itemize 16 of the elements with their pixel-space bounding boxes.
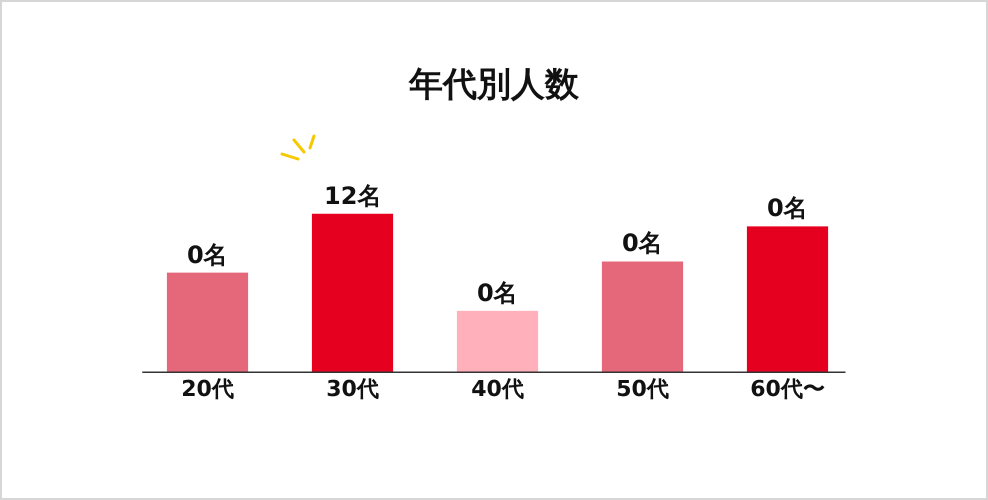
annotation: 0名	[767, 194, 808, 222]
x-tick-label: 40代	[471, 377, 524, 402]
bar	[312, 214, 394, 373]
x-tick-label: 60代〜	[750, 377, 825, 402]
annotation: 0名	[622, 229, 663, 257]
annotation: 0名	[477, 279, 518, 307]
bar	[602, 261, 684, 373]
chart-title: 年代別人数	[408, 64, 580, 105]
bar	[456, 310, 538, 373]
bar	[746, 226, 828, 373]
x-tick-label: 20代	[181, 377, 234, 402]
annotation: 12名	[324, 182, 382, 210]
annotation: 0名	[187, 241, 228, 269]
x-tick-label: 50代	[616, 377, 669, 402]
x-tick-label: 30代	[326, 377, 379, 402]
bar	[166, 272, 248, 373]
